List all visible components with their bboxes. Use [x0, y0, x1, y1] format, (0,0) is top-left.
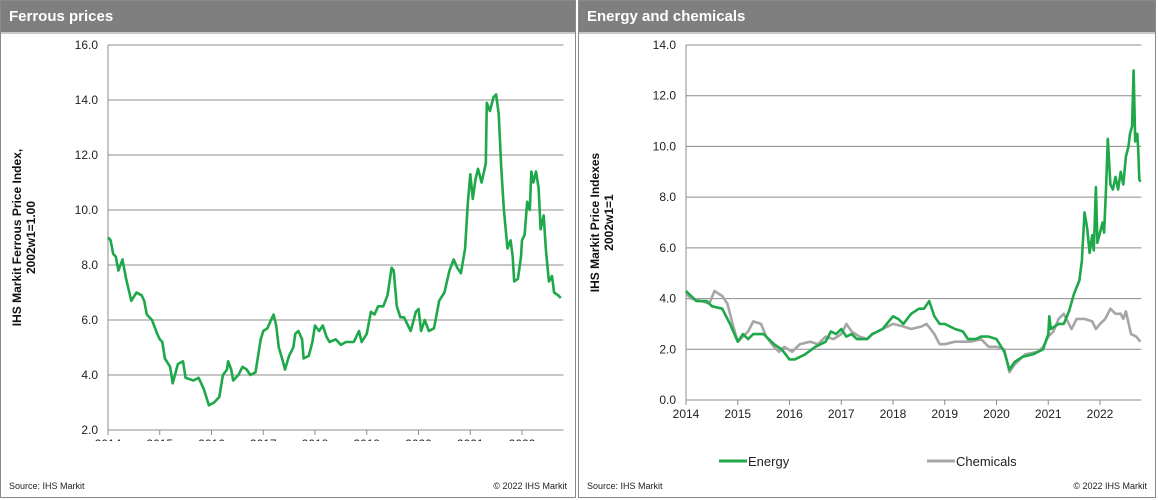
copyright-note: © 2022 IHS Markit	[493, 481, 567, 491]
source-note: Source: IHS Markit	[587, 481, 663, 491]
x-tick-label: 2021	[457, 437, 484, 441]
y-tick-label: 4.0	[81, 368, 98, 382]
energy-chemicals-chart: 0.0 2.0 4.0 6.0 8.0 10.0 12.0 14.0 2014 2015 2016 2…	[588, 38, 1142, 469]
x-tick-label: 2015	[146, 437, 173, 441]
y-tick-label: 12.0	[75, 148, 99, 162]
series-line-energy	[685, 69, 1142, 371]
x-tick-label: 2016	[198, 437, 225, 441]
y-tick-label: 2.0	[81, 423, 98, 437]
ferrous-panel: Ferrous prices 2.0 4.0 6.0 8.0 10.0 12.0 14.0 1…	[0, 0, 576, 498]
x-tick-label: 2015	[724, 407, 751, 421]
y-tick-label: 10.0	[653, 139, 677, 153]
y-tick-label: 8.0	[81, 258, 98, 272]
x-tick-label: 2018	[302, 437, 329, 441]
ferrous-chart: 2.0 4.0 6.0 8.0 10.0 12.0 14.0 16.0 2014 2015 2016…	[10, 38, 564, 441]
y-tick-label: 6.0	[81, 313, 98, 327]
panel-title: Ferrous prices	[1, 1, 575, 34]
x-tick-label: 2022	[1087, 407, 1114, 421]
y-tick-label: 14.0	[75, 93, 99, 107]
x-tick-label: 2017	[250, 437, 277, 441]
series-line-chemicals	[685, 289, 1142, 374]
legend-label: Chemicals	[956, 454, 1017, 469]
y-tick-label: 8.0	[659, 190, 676, 204]
y-axis-label: IHS Markit Ferrous Price Index,	[10, 149, 24, 326]
series-line-ferrous	[107, 93, 562, 407]
legend-label: Energy	[748, 454, 790, 469]
energy-chemicals-panel: Energy and chemicals 0.0 2.0 4.0 6.0 8.0 10.0…	[578, 0, 1156, 498]
y-axis-label: 2002w1=1.00	[24, 201, 38, 274]
x-tick-label: 2016	[776, 407, 803, 421]
x-tick-label: 2022	[509, 437, 536, 441]
panel-title: Energy and chemicals	[579, 1, 1155, 34]
x-tick-label: 2019	[353, 437, 380, 441]
x-tick-label: 2020	[983, 407, 1010, 421]
y-axis-label: IHS Markit Price Indexes	[588, 152, 602, 292]
y-tick-label: 12.0	[653, 89, 677, 103]
y-tick-label: 0.0	[659, 393, 676, 407]
x-tick-label: 2017	[828, 407, 855, 421]
x-tick-label: 2014	[95, 437, 122, 441]
x-tick-label: 2018	[880, 407, 907, 421]
x-tick-label: 2021	[1035, 407, 1062, 421]
y-tick-label: 2.0	[659, 342, 676, 356]
y-axis-label: 2002w1=1	[602, 194, 616, 251]
y-tick-label: 14.0	[653, 38, 677, 52]
copyright-note: © 2022 IHS Markit	[1073, 481, 1147, 491]
y-tick-label: 4.0	[659, 292, 676, 306]
x-tick-label: 2014	[673, 407, 700, 421]
y-tick-label: 6.0	[659, 241, 676, 255]
y-tick-label: 10.0	[75, 203, 99, 217]
x-tick-label: 2019	[931, 407, 958, 421]
source-note: Source: IHS Markit	[9, 481, 85, 491]
y-tick-label: 16.0	[75, 38, 99, 52]
x-tick-label: 2020	[405, 437, 432, 441]
